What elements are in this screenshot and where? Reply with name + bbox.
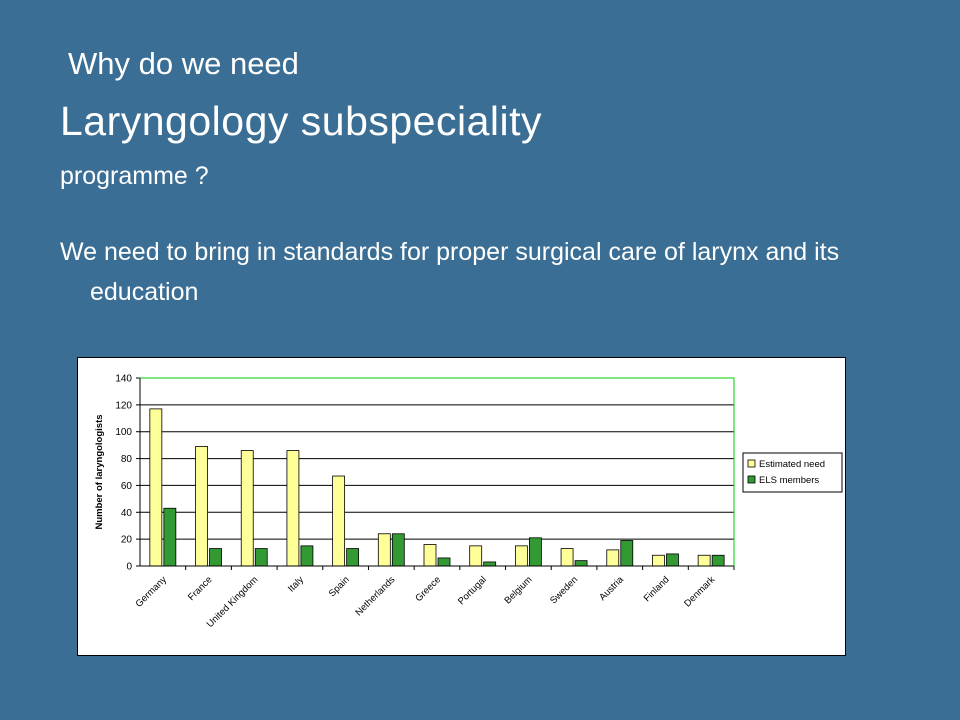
x-category-label: Greece — [413, 574, 443, 604]
y-tick-label: 120 — [115, 400, 132, 411]
bar-estimated-need — [195, 446, 208, 567]
legend-label: ELS members — [759, 475, 819, 486]
bar-estimated-need — [240, 450, 254, 567]
bar-estimated-need — [514, 545, 528, 567]
bar-els-members — [346, 548, 360, 567]
x-category-label: Austria — [597, 574, 626, 603]
y-tick-label: 0 — [126, 562, 132, 573]
slide-title-line1: Why do we need — [68, 46, 299, 81]
x-category-label: Sweden — [548, 574, 580, 606]
bar-estimated-need — [652, 554, 665, 567]
slide-title-line2: Laryngology subspeciality — [60, 98, 542, 144]
y-tick-label: 140 — [115, 374, 132, 385]
bar-els-members — [163, 507, 177, 567]
x-category-label: Denmark — [682, 574, 717, 609]
x-category-label: France — [186, 574, 215, 603]
y-tick-label: 40 — [121, 508, 133, 519]
bar-estimated-need — [606, 549, 620, 567]
bar-estimated-need — [697, 554, 711, 567]
y-axis-label: Number of laryngologists — [94, 414, 105, 529]
bar-els-members — [574, 560, 588, 567]
y-tick-label: 80 — [121, 454, 133, 465]
bar-estimated-need — [332, 475, 346, 567]
x-category-label: Netherlands — [353, 574, 397, 618]
legend-label: Estimated need — [759, 459, 825, 470]
bar-estimated-need — [560, 548, 574, 567]
x-category-label: Spain — [327, 574, 352, 599]
bar-estimated-need — [377, 533, 391, 567]
plot-area-border — [139, 377, 735, 567]
x-category-label: Portugal — [456, 574, 489, 607]
legend-swatch — [747, 475, 756, 484]
x-category-label: Finland — [642, 574, 672, 604]
bar-estimated-need — [423, 544, 437, 567]
bar-els-members — [666, 553, 679, 567]
chart-container: 0 20 40 60 80 100 120 140 Germany France United Ki… — [77, 357, 846, 656]
bar-els-members — [528, 537, 542, 567]
bar-els-members — [254, 548, 268, 567]
x-category-label: Italy — [286, 574, 306, 594]
y-tick-label: 100 — [115, 427, 132, 438]
y-tick-label: 60 — [121, 481, 133, 492]
bar-els-members — [711, 554, 725, 567]
legend-swatch — [747, 459, 756, 468]
bar-els-members — [209, 548, 222, 567]
y-tick-label: 20 — [121, 535, 133, 546]
bar-els-members — [391, 533, 405, 567]
bar-estimated-need — [149, 408, 163, 567]
x-category-label: Belgium — [502, 574, 534, 606]
x-category-label: Germany — [134, 574, 170, 610]
bar-els-members — [437, 557, 451, 567]
bar-estimated-need — [469, 545, 483, 567]
bar-els-members — [620, 540, 634, 567]
slide-title-line3: programme ? — [60, 162, 209, 190]
bar-els-members — [483, 561, 497, 567]
slide-body-text: We need to bring in standards for proper… — [60, 238, 840, 306]
bar-els-members — [300, 545, 314, 567]
bar-estimated-need — [286, 450, 300, 567]
legend-box — [742, 452, 843, 493]
